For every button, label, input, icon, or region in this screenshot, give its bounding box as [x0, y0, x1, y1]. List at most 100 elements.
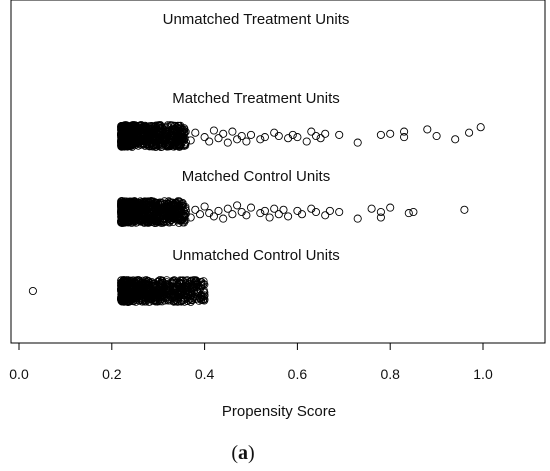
x-tick-label: 0.0 [9, 366, 29, 382]
data-point [133, 137, 142, 146]
data-point [173, 211, 182, 220]
data-point [191, 205, 200, 214]
panel-label-letter: a [238, 442, 248, 464]
data-point [321, 211, 330, 220]
data-point [160, 213, 169, 222]
data-point [168, 121, 177, 130]
data-point [297, 210, 307, 219]
data-point [128, 129, 137, 138]
data-point [174, 278, 183, 287]
data-point [155, 279, 164, 288]
data-point [186, 213, 195, 222]
data-point [242, 137, 251, 146]
data-point [161, 204, 170, 213]
data-point [158, 277, 167, 286]
data-point [386, 203, 395, 212]
data-point [119, 124, 128, 133]
data-point [159, 135, 168, 144]
data-point [190, 280, 199, 289]
data-point [160, 292, 169, 301]
data-point [143, 295, 152, 304]
data-point [228, 210, 237, 219]
data-point [192, 276, 201, 285]
data-point [219, 129, 228, 138]
data-point [142, 137, 151, 146]
data-point [124, 217, 133, 226]
group-title-0: Unmatched Treatment Units [163, 11, 350, 28]
data-point [177, 200, 186, 209]
data-point [165, 218, 174, 227]
data-point [242, 211, 251, 220]
data-point [119, 279, 128, 288]
data-point [178, 134, 187, 143]
data-point [175, 197, 184, 206]
data-point [169, 297, 178, 306]
data-point [123, 122, 132, 131]
x-axis: 0.0 0.2 0.4 0.6 0.8 1.0 [9, 342, 493, 382]
data-point [181, 216, 190, 225]
data-point [128, 215, 137, 224]
data-point [158, 288, 167, 297]
data-point [200, 202, 209, 211]
data-point [138, 296, 147, 305]
data-point [325, 206, 334, 215]
data-point [28, 286, 37, 296]
data-point [353, 214, 362, 223]
data-point [149, 129, 158, 138]
data-point [155, 128, 164, 137]
data-point [124, 124, 133, 133]
data-point [166, 140, 175, 149]
data-point [214, 206, 223, 215]
data-point [432, 131, 441, 141]
data-point [161, 134, 170, 143]
data-point [141, 295, 150, 304]
data-point [120, 216, 129, 225]
data-point [404, 209, 413, 218]
data-point [376, 207, 385, 217]
data-point [191, 128, 200, 137]
data-point [165, 135, 174, 144]
data-point [118, 201, 127, 210]
data-point [123, 290, 132, 299]
data-point [129, 294, 138, 303]
data-point [376, 130, 385, 139]
data-point [209, 126, 218, 135]
data-point [237, 131, 246, 141]
data-point [195, 285, 204, 294]
data-point [147, 278, 156, 287]
data-point [117, 197, 126, 206]
data-point [168, 284, 177, 293]
data-point [150, 135, 159, 144]
data-point [142, 200, 151, 209]
data-point [152, 140, 161, 149]
data-point [118, 206, 127, 215]
data-point [186, 136, 195, 145]
data-point [151, 122, 160, 131]
data-point [172, 284, 181, 293]
x-tick-label: 0.2 [102, 366, 122, 382]
panel-label: (a) [231, 442, 254, 464]
data-point [180, 297, 189, 306]
data-point [136, 210, 145, 219]
data-point [293, 133, 302, 142]
data-point [151, 204, 160, 213]
data-point [205, 137, 214, 146]
data-point [148, 130, 157, 139]
data-point [174, 286, 183, 295]
data-point [117, 135, 126, 144]
data-point [117, 284, 126, 293]
group-title-2: Matched Control Units [182, 168, 330, 185]
data-point [376, 213, 385, 222]
data-point [353, 138, 362, 147]
data-point [214, 134, 223, 143]
data-point [246, 203, 256, 212]
data-point [131, 286, 140, 295]
data-point [117, 281, 126, 290]
data-point [190, 292, 199, 301]
data-point [311, 131, 321, 141]
data-point [175, 282, 184, 291]
data-point [460, 205, 469, 214]
x-axis-title: Propensity Score [222, 403, 336, 420]
data-point [256, 209, 265, 218]
